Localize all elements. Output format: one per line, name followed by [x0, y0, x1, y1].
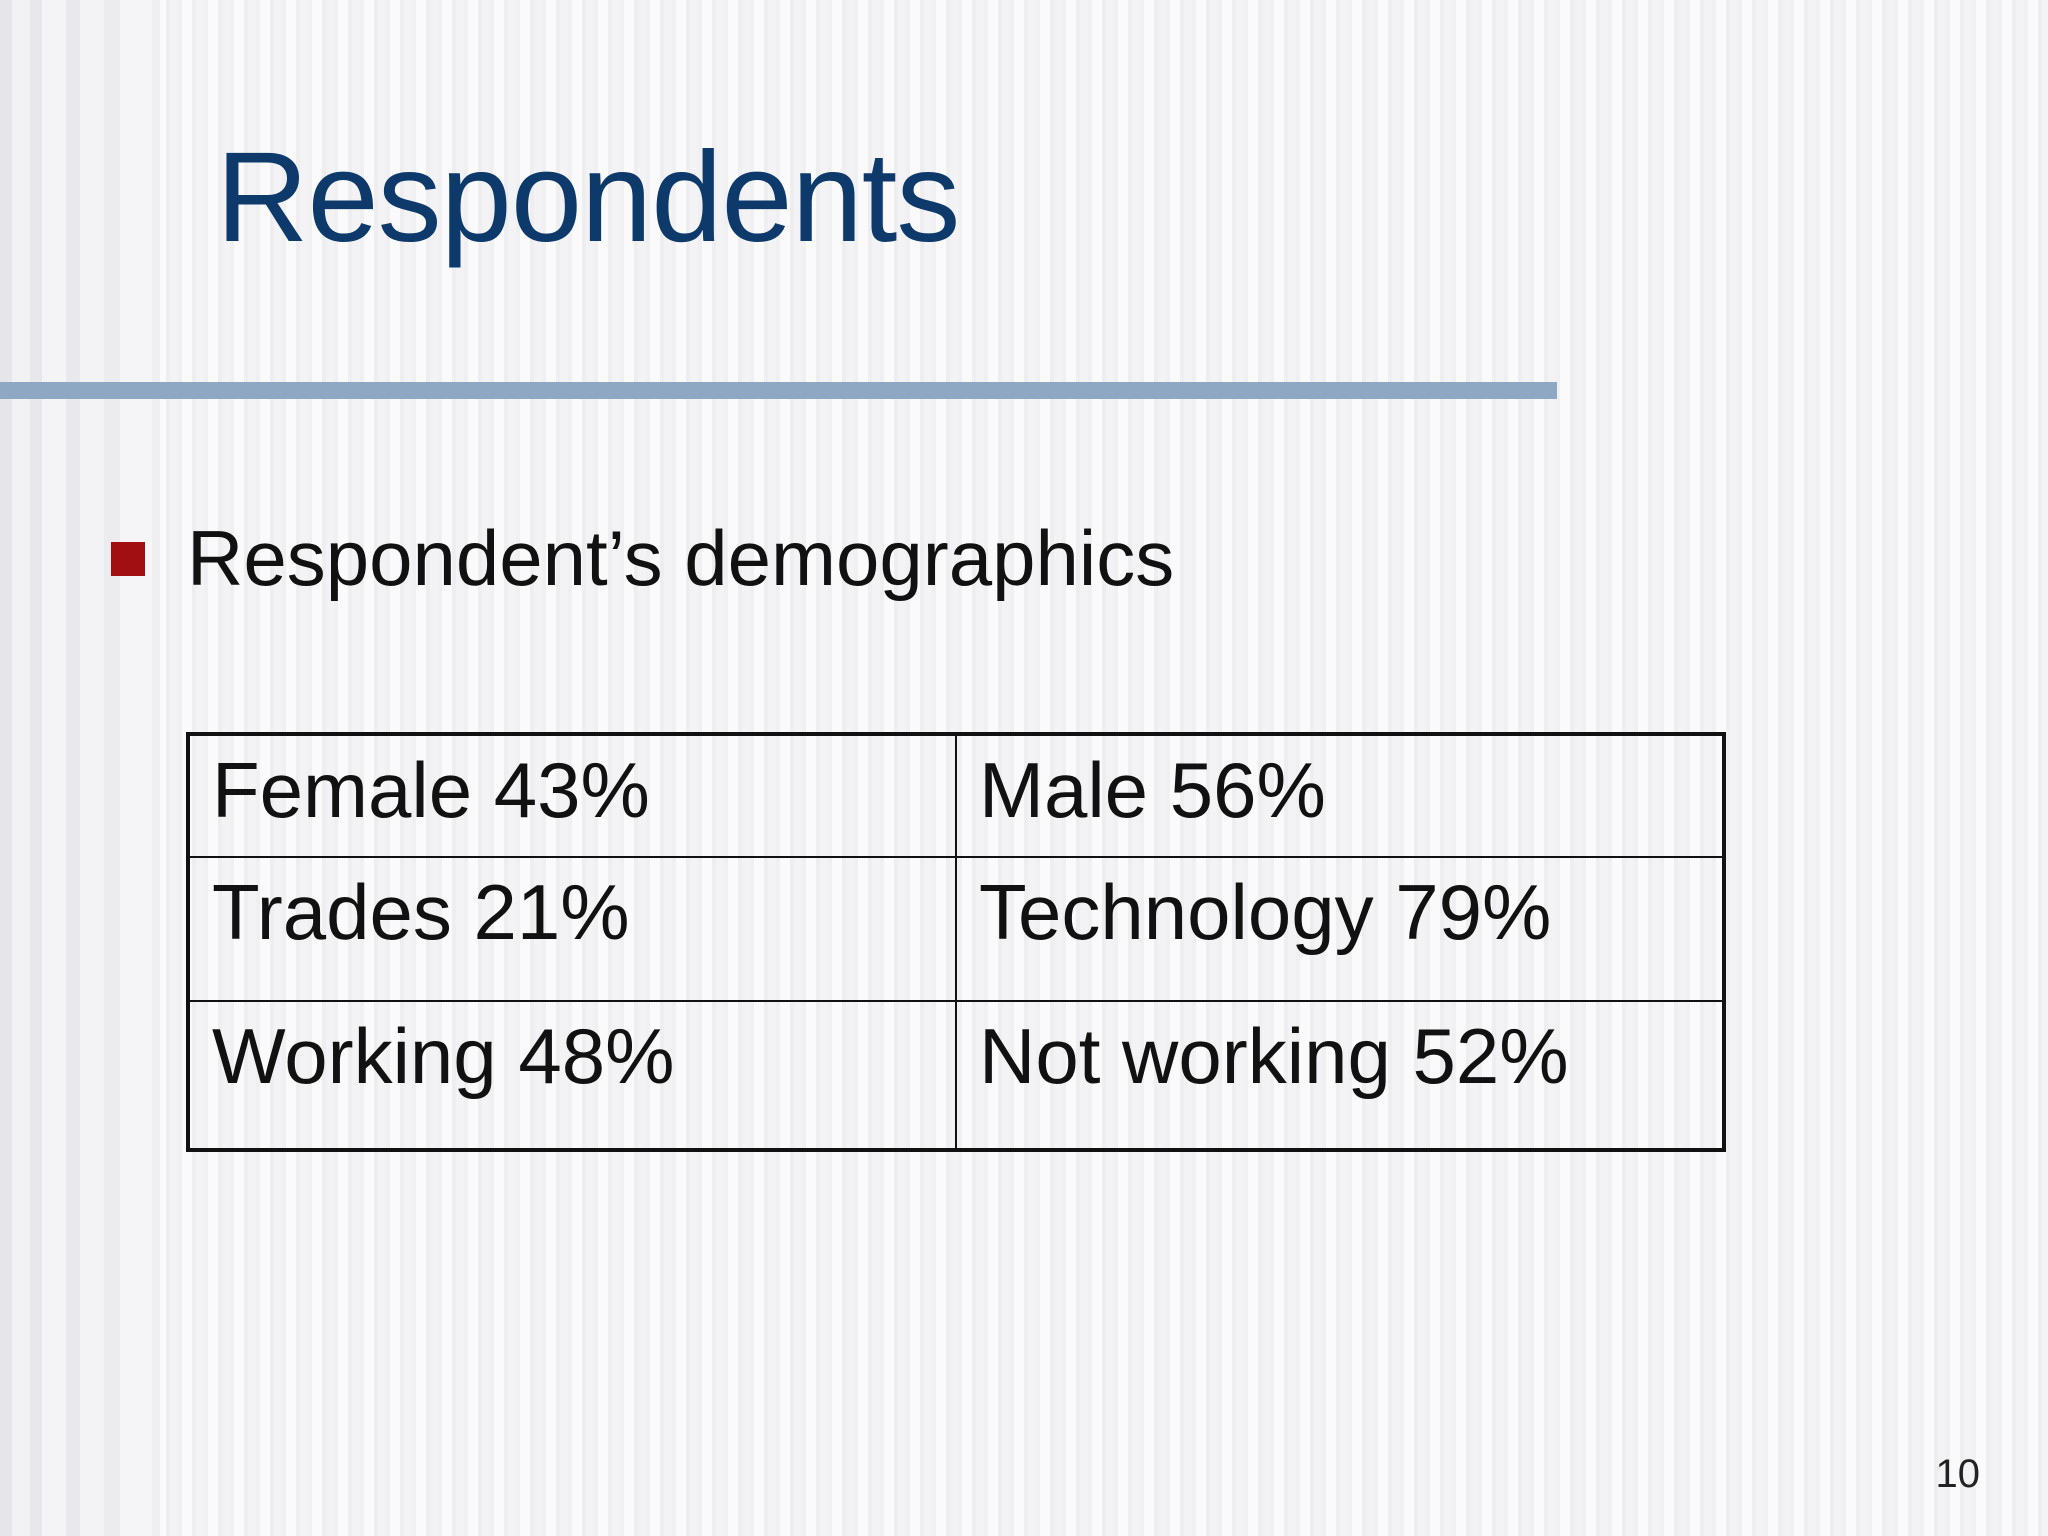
- table-row: Female 43% Male 56%: [187, 733, 1725, 858]
- table-cell: Technology 79%: [955, 856, 1725, 1002]
- table-row: Working 48% Not working 52%: [187, 1000, 1725, 1151]
- title-divider: [0, 382, 1557, 399]
- table-cell: Not working 52%: [955, 1000, 1725, 1151]
- slide-title: Respondents: [216, 126, 960, 269]
- table-row: Trades 21% Technology 79%: [187, 856, 1725, 1002]
- table-cell: Female 43%: [187, 733, 957, 858]
- table-cell: Working 48%: [187, 1000, 957, 1151]
- square-bullet-icon: [111, 541, 145, 576]
- demographics-table: Female 43% Male 56% Trades 21% Technolog…: [186, 732, 1726, 1152]
- table-cell: Male 56%: [955, 733, 1725, 858]
- page-number: 10: [1935, 1452, 1981, 1496]
- bullet-text: Respondent’s demographics: [187, 514, 1175, 602]
- table-cell: Trades 21%: [187, 856, 957, 1002]
- bullet-item: Respondent’s demographics: [111, 512, 1174, 606]
